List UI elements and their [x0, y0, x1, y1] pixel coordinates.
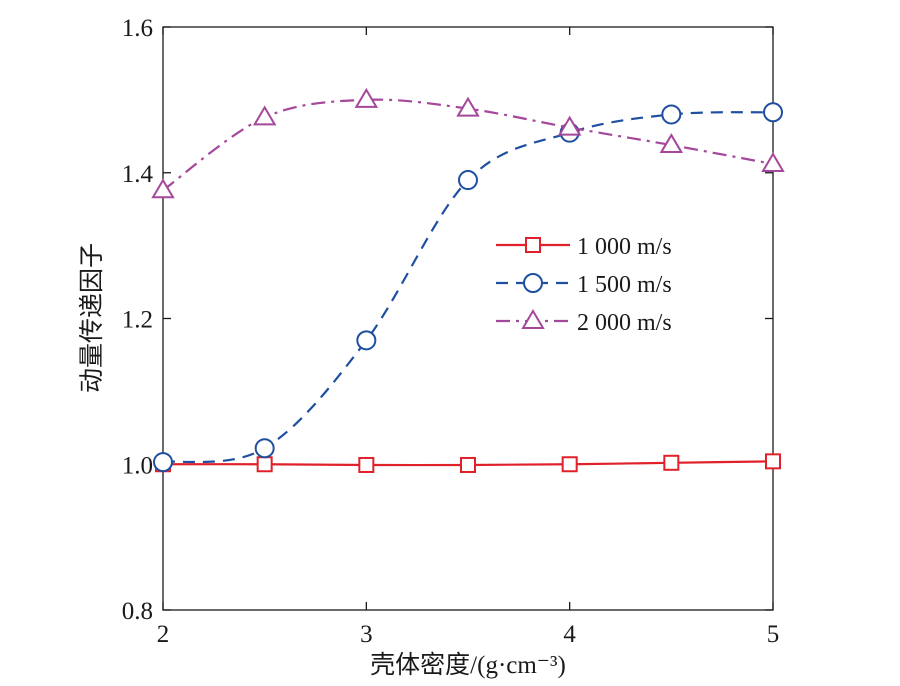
- data-point-1500: [661, 104, 682, 125]
- legend-item-1000: 1 000 m/s: [496, 234, 672, 260]
- legend-marker-1500: [523, 273, 543, 293]
- data-point-1500: [153, 452, 173, 473]
- data-point-1000: [460, 456, 476, 473]
- x-axis-title: 壳体密度/(g·cm⁻³): [370, 651, 566, 679]
- data-point-2000: [151, 178, 175, 199]
- x-tick-label: 2: [157, 621, 170, 648]
- legend-label-1000: 1 000 m/s: [577, 234, 672, 260]
- data-point-1000: [561, 456, 578, 473]
- legend-label-2000: 2 000 m/s: [577, 310, 672, 336]
- y-axis-title: 动量传递因子: [78, 243, 106, 393]
- y-tick-label: 1.6: [122, 15, 153, 42]
- data-point-1000: [256, 456, 273, 473]
- x-axis: 2 3 4 5: [157, 27, 780, 648]
- data-point-1500: [356, 330, 377, 351]
- series-1000: [155, 453, 781, 473]
- data-point-2000: [557, 115, 582, 136]
- legend: 1 000 m/s 1 500 m/s 2 000 m/s: [496, 234, 672, 336]
- data-point-2000: [354, 87, 379, 108]
- y-tick-label: 1.2: [122, 307, 153, 334]
- y-tick-label: 0.8: [122, 598, 153, 625]
- data-point-1000: [358, 456, 375, 473]
- y-tick-label: 1.4: [122, 161, 154, 188]
- data-point-2000: [456, 96, 480, 117]
- data-point-1500: [458, 170, 478, 191]
- series-1500: [153, 102, 783, 473]
- series-line-1500: [162, 111, 774, 464]
- legend-marker-1000: [525, 237, 541, 253]
- x-tick-label: 5: [767, 621, 780, 648]
- series-2000: [151, 87, 785, 199]
- x-tick-label: 3: [360, 621, 373, 648]
- y-axis: 0.8 1.0 1.2 1.4 1.6: [122, 15, 773, 625]
- legend-label-1500: 1 500 m/s: [577, 272, 672, 298]
- data-point-2000: [659, 133, 684, 154]
- series-layer: [151, 87, 785, 473]
- x-tick-label: 4: [563, 621, 576, 648]
- legend-item-1500: 1 500 m/s: [496, 272, 672, 298]
- data-point-2000: [761, 152, 785, 173]
- data-point-1500: [763, 102, 783, 123]
- data-point-1000: [765, 453, 781, 470]
- legend-marker-2000: [521, 309, 545, 329]
- data-point-1000: [663, 454, 680, 471]
- y-tick-label: 1.0: [122, 452, 153, 479]
- data-point-2000: [252, 105, 277, 126]
- legend-item-2000: 2 000 m/s: [496, 309, 672, 336]
- data-point-1500: [254, 438, 275, 459]
